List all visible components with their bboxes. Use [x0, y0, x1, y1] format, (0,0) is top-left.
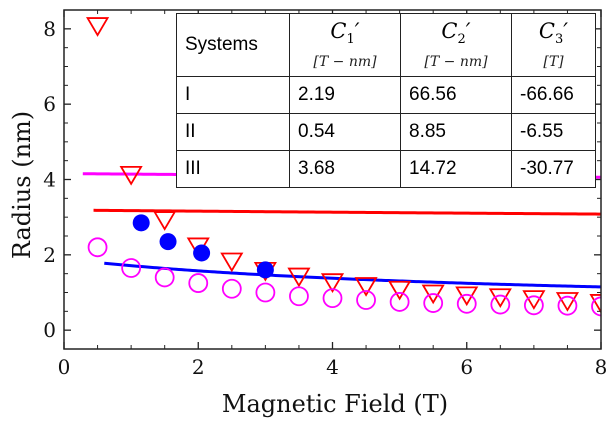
table-cell-c2: 8.85: [400, 113, 512, 151]
header-c1-subscript: 1: [346, 32, 355, 48]
header-c3: C3′ [T]: [511, 13, 596, 77]
data-point-1: [119, 165, 143, 186]
data-point-1: [388, 280, 412, 301]
data-point-3: [456, 293, 477, 314]
data-point-3: [87, 237, 108, 258]
data-point-3: [121, 258, 142, 278]
data-point-3: [389, 292, 410, 312]
table-cell-c2: 14.72: [400, 150, 512, 188]
header-systems: Systems: [176, 13, 290, 77]
data-point-3: [154, 267, 175, 288]
header-c1-unit: [T − nm]: [313, 53, 377, 70]
data-point-1: [320, 273, 345, 293]
header-c3-symbol: C: [538, 19, 555, 44]
header-c2-subscript: 2: [457, 32, 466, 48]
plot-body: [82, 17, 601, 317]
header-c1: C1′ [T − nm]: [289, 13, 401, 77]
table-cell-c2: 66.56: [400, 76, 512, 114]
y-tick-label: 6: [43, 92, 56, 116]
table-cell-system: I: [176, 76, 290, 114]
header-c1-prime: ′: [354, 19, 360, 44]
x-axis-title: Magnetic Field (T): [222, 390, 448, 418]
axes: 0 2 4 6 8 0 2 4 6 8: [43, 9, 608, 379]
y-tick-label: 2: [43, 243, 56, 267]
x-tick-label: 8: [595, 355, 608, 379]
data-point-3: [557, 295, 578, 316]
data-point-1: [555, 292, 580, 312]
table-cell-c3: -30.77: [511, 150, 596, 188]
data-point-1: [455, 286, 479, 307]
table-cell-c1: 2.19: [289, 76, 401, 114]
data-point-1: [589, 294, 601, 314]
header-c2-unit: [T − nm]: [424, 53, 488, 70]
table-cell-system: II: [176, 113, 290, 151]
data-point-2: [159, 233, 177, 251]
table-cell-system: III: [176, 150, 290, 188]
data-point-2: [256, 261, 274, 279]
header-c3-subscript: 3: [555, 32, 564, 48]
x-tick-label: 0: [58, 355, 71, 379]
x-tick-label: 6: [460, 355, 473, 379]
data-point-1: [220, 252, 244, 273]
fit-line-1: [93, 208, 601, 216]
table-header-row: Systems C1′ [T − nm] C2′ [T − nm] C3′ [T…: [176, 13, 596, 77]
x-tick-label: 2: [192, 355, 205, 379]
data-point-3: [221, 278, 242, 299]
data-point-3: [188, 273, 209, 293]
table-cell-c1: 3.68: [289, 150, 401, 188]
y-tick-label: 4: [43, 168, 56, 192]
y-axis-title: Radius (nm): [8, 111, 36, 259]
data-point-3: [289, 286, 309, 307]
header-c3-unit: [T]: [543, 53, 564, 70]
data-point-2: [193, 244, 211, 262]
table-row-ii: II 0.54 8.85 -6.55: [176, 113, 596, 151]
data-point-1: [421, 284, 445, 305]
fit-parameter-table: Systems C1′ [T − nm] C2′ [T − nm] C3′ [T…: [176, 13, 596, 188]
fit-line-2: [104, 261, 601, 289]
header-c2-symbol: C: [441, 19, 458, 44]
data-point-3: [322, 288, 343, 309]
data-point-3: [591, 296, 601, 317]
header-c2-prime: ′: [465, 19, 471, 44]
x-tick-label: 4: [326, 355, 339, 379]
header-c2: C2′ [T − nm]: [400, 13, 512, 77]
y-tick-label: 0: [43, 318, 56, 342]
table-row-iii: III 3.68 14.72 -30.77: [176, 150, 596, 188]
data-point-3: [490, 294, 511, 315]
data-point-3: [523, 295, 544, 316]
y-tick-label: 8: [43, 17, 56, 41]
table-cell-c3: -66.66: [511, 76, 596, 114]
data-point-3: [255, 282, 276, 303]
data-point-3: [356, 290, 376, 310]
data-point-1: [522, 290, 546, 310]
table-row-i: I 2.19 66.56 -66.66: [176, 76, 596, 114]
table-cell-c1: 0.54: [289, 113, 401, 151]
data-point-1: [287, 267, 311, 288]
data-point-1: [85, 17, 110, 37]
data-point-1: [153, 211, 177, 231]
data-point-2: [132, 214, 150, 232]
plot-inner: [82, 17, 601, 317]
header-c3-prime: ′: [563, 19, 569, 44]
data-point-3: [423, 293, 444, 313]
data-point-1: [354, 277, 378, 297]
table-cell-c3: -6.55: [511, 113, 596, 151]
header-c1-symbol: C: [330, 19, 347, 44]
